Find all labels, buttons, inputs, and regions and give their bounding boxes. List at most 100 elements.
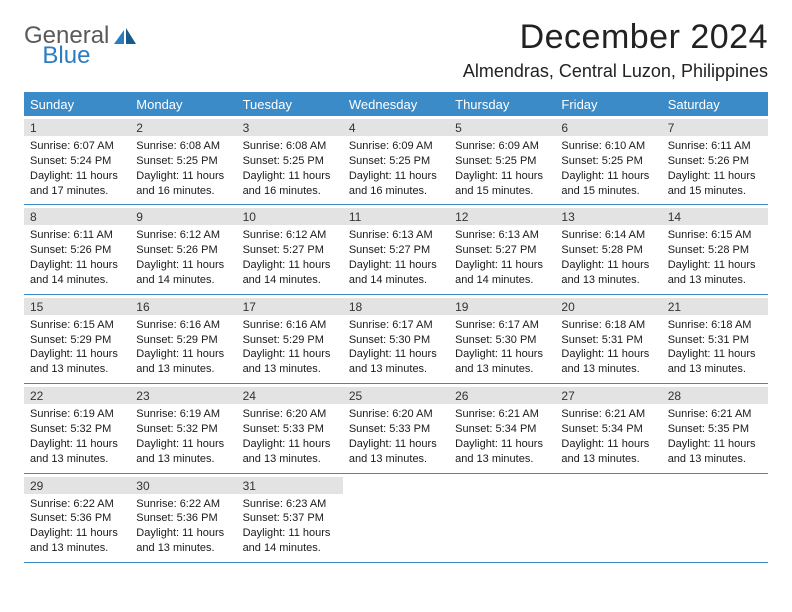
sun-info-daylight2: and 14 minutes. — [136, 273, 230, 288]
sun-info-sunset: Sunset: 5:28 PM — [668, 243, 762, 258]
sun-info-sunrise: Sunrise: 6:07 AM — [30, 139, 124, 154]
day-cell: 1Sunrise: 6:07 AMSunset: 5:24 PMDaylight… — [24, 116, 130, 204]
sun-info-sunrise: Sunrise: 6:09 AM — [455, 139, 549, 154]
sun-info-sunrise: Sunrise: 6:20 AM — [243, 407, 337, 422]
sun-info-daylight2: and 13 minutes. — [243, 452, 337, 467]
sun-info-sunset: Sunset: 5:34 PM — [561, 422, 655, 437]
sun-info-daylight2: and 14 minutes. — [349, 273, 443, 288]
sun-info-daylight1: Daylight: 11 hours — [668, 169, 762, 184]
sun-info-sunset: Sunset: 5:24 PM — [30, 154, 124, 169]
logo-text-blue: Blue — [42, 42, 90, 69]
sun-info-daylight1: Daylight: 11 hours — [561, 169, 655, 184]
sun-info-daylight1: Daylight: 11 hours — [349, 437, 443, 452]
sun-info-daylight2: and 13 minutes. — [136, 541, 230, 556]
sun-info-sunset: Sunset: 5:29 PM — [136, 333, 230, 348]
sun-info-daylight2: and 13 minutes. — [136, 362, 230, 377]
logo: General Blue — [24, 18, 186, 50]
location-subtitle: Almendras, Central Luzon, Philippines — [463, 61, 768, 82]
sun-info-daylight2: and 13 minutes. — [668, 273, 762, 288]
sun-info-sunrise: Sunrise: 6:08 AM — [243, 139, 337, 154]
sun-info-daylight1: Daylight: 11 hours — [136, 258, 230, 273]
day-cell: 5 Sunrise: 6:09 AMSunset: 5:25 PMDaylight… — [449, 116, 555, 204]
sun-info-sunset: Sunset: 5:26 PM — [136, 243, 230, 258]
sun-info-sunrise: Sunrise: 6:16 AM — [136, 318, 230, 333]
sun-info-daylight2: and 13 minutes. — [455, 362, 549, 377]
sun-info-daylight2: and 14 minutes. — [243, 273, 337, 288]
calendar-grid: Sunday Monday Tuesday Wednesday Thursday… — [24, 92, 768, 563]
day-number: 25 — [343, 387, 449, 404]
day-cell: 23Sunrise: 6:19 AMSunset: 5:32 PMDayligh… — [130, 384, 236, 472]
day-number: 5 — [449, 119, 555, 136]
sun-info-daylight1: Daylight: 11 hours — [455, 437, 549, 452]
day-header-monday: Monday — [130, 92, 236, 116]
sun-info-sunset: Sunset: 5:25 PM — [243, 154, 337, 169]
sun-info-sunrise: Sunrise: 6:18 AM — [561, 318, 655, 333]
day-header-thursday: Thursday — [449, 92, 555, 116]
sun-info-sunrise: Sunrise: 6:22 AM — [30, 497, 124, 512]
day-header-wednesday: Wednesday — [343, 92, 449, 116]
sun-info-sunset: Sunset: 5:29 PM — [30, 333, 124, 348]
day-number: 19 — [449, 298, 555, 315]
day-cell: 22Sunrise: 6:19 AMSunset: 5:32 PMDayligh… — [24, 384, 130, 472]
sun-info-sunrise: Sunrise: 6:22 AM — [136, 497, 230, 512]
sun-info-sunrise: Sunrise: 6:17 AM — [349, 318, 443, 333]
week-row: 22Sunrise: 6:19 AMSunset: 5:32 PMDayligh… — [24, 384, 768, 473]
day-cell: 14Sunrise: 6:15 AMSunset: 5:28 PMDayligh… — [662, 205, 768, 293]
day-cell: 17Sunrise: 6:16 AMSunset: 5:29 PMDayligh… — [237, 295, 343, 383]
day-number: 21 — [662, 298, 768, 315]
day-cell: 19Sunrise: 6:17 AMSunset: 5:30 PMDayligh… — [449, 295, 555, 383]
day-number: 28 — [662, 387, 768, 404]
day-cell — [555, 474, 661, 562]
day-cell: 27Sunrise: 6:21 AMSunset: 5:34 PMDayligh… — [555, 384, 661, 472]
sun-info-daylight2: and 13 minutes. — [243, 362, 337, 377]
day-cell: 29Sunrise: 6:22 AMSunset: 5:36 PMDayligh… — [24, 474, 130, 562]
sun-info-sunset: Sunset: 5:29 PM — [243, 333, 337, 348]
sun-info-daylight1: Daylight: 11 hours — [30, 347, 124, 362]
day-number: 15 — [24, 298, 130, 315]
sun-info-sunrise: Sunrise: 6:16 AM — [243, 318, 337, 333]
sun-info-sunset: Sunset: 5:27 PM — [243, 243, 337, 258]
sun-info-sunrise: Sunrise: 6:21 AM — [668, 407, 762, 422]
week-row: 15Sunrise: 6:15 AMSunset: 5:29 PMDayligh… — [24, 295, 768, 384]
sun-info-daylight1: Daylight: 11 hours — [561, 347, 655, 362]
sun-info-sunset: Sunset: 5:28 PM — [561, 243, 655, 258]
sun-info-sunset: Sunset: 5:25 PM — [349, 154, 443, 169]
sun-info-daylight2: and 14 minutes. — [30, 273, 124, 288]
sun-info-daylight1: Daylight: 11 hours — [349, 258, 443, 273]
day-number: 16 — [130, 298, 236, 315]
day-cell: 15Sunrise: 6:15 AMSunset: 5:29 PMDayligh… — [24, 295, 130, 383]
sun-info-daylight1: Daylight: 11 hours — [30, 437, 124, 452]
sun-info-daylight2: and 14 minutes. — [243, 541, 337, 556]
sun-info-daylight1: Daylight: 11 hours — [455, 169, 549, 184]
day-number: 18 — [343, 298, 449, 315]
sun-info-sunrise: Sunrise: 6:13 AM — [455, 228, 549, 243]
sun-info-sunrise: Sunrise: 6:19 AM — [136, 407, 230, 422]
sun-info-daylight2: and 15 minutes. — [668, 184, 762, 199]
sun-info-daylight2: and 13 minutes. — [561, 362, 655, 377]
sun-info-daylight2: and 13 minutes. — [349, 452, 443, 467]
day-cell — [343, 474, 449, 562]
sun-info-daylight2: and 13 minutes. — [136, 452, 230, 467]
day-cell: 11Sunrise: 6:13 AMSunset: 5:27 PMDayligh… — [343, 205, 449, 293]
page-header: General Blue December 2024 Almendras, Ce… — [24, 18, 768, 82]
sun-info-sunset: Sunset: 5:25 PM — [455, 154, 549, 169]
day-cell: 4Sunrise: 6:09 AMSunset: 5:25 PMDaylight… — [343, 116, 449, 204]
sun-info-sunrise: Sunrise: 6:19 AM — [30, 407, 124, 422]
sun-info-daylight1: Daylight: 11 hours — [243, 437, 337, 452]
sun-info-sunset: Sunset: 5:32 PM — [30, 422, 124, 437]
sun-info-daylight1: Daylight: 11 hours — [30, 169, 124, 184]
day-cell: 9Sunrise: 6:12 AMSunset: 5:26 PMDaylight… — [130, 205, 236, 293]
day-number: 31 — [237, 477, 343, 494]
day-number: 12 — [449, 208, 555, 225]
day-number: 13 — [555, 208, 661, 225]
sun-info-sunrise: Sunrise: 6:12 AM — [243, 228, 337, 243]
sun-info-daylight1: Daylight: 11 hours — [136, 347, 230, 362]
sun-info-sunrise: Sunrise: 6:11 AM — [668, 139, 762, 154]
day-cell: 7Sunrise: 6:11 AMSunset: 5:26 PMDaylight… — [662, 116, 768, 204]
day-number: 10 — [237, 208, 343, 225]
day-number: 23 — [130, 387, 236, 404]
sun-info-sunrise: Sunrise: 6:23 AM — [243, 497, 337, 512]
day-cell: 13Sunrise: 6:14 AMSunset: 5:28 PMDayligh… — [555, 205, 661, 293]
sun-info-daylight1: Daylight: 11 hours — [455, 258, 549, 273]
sun-info-sunrise: Sunrise: 6:18 AM — [668, 318, 762, 333]
